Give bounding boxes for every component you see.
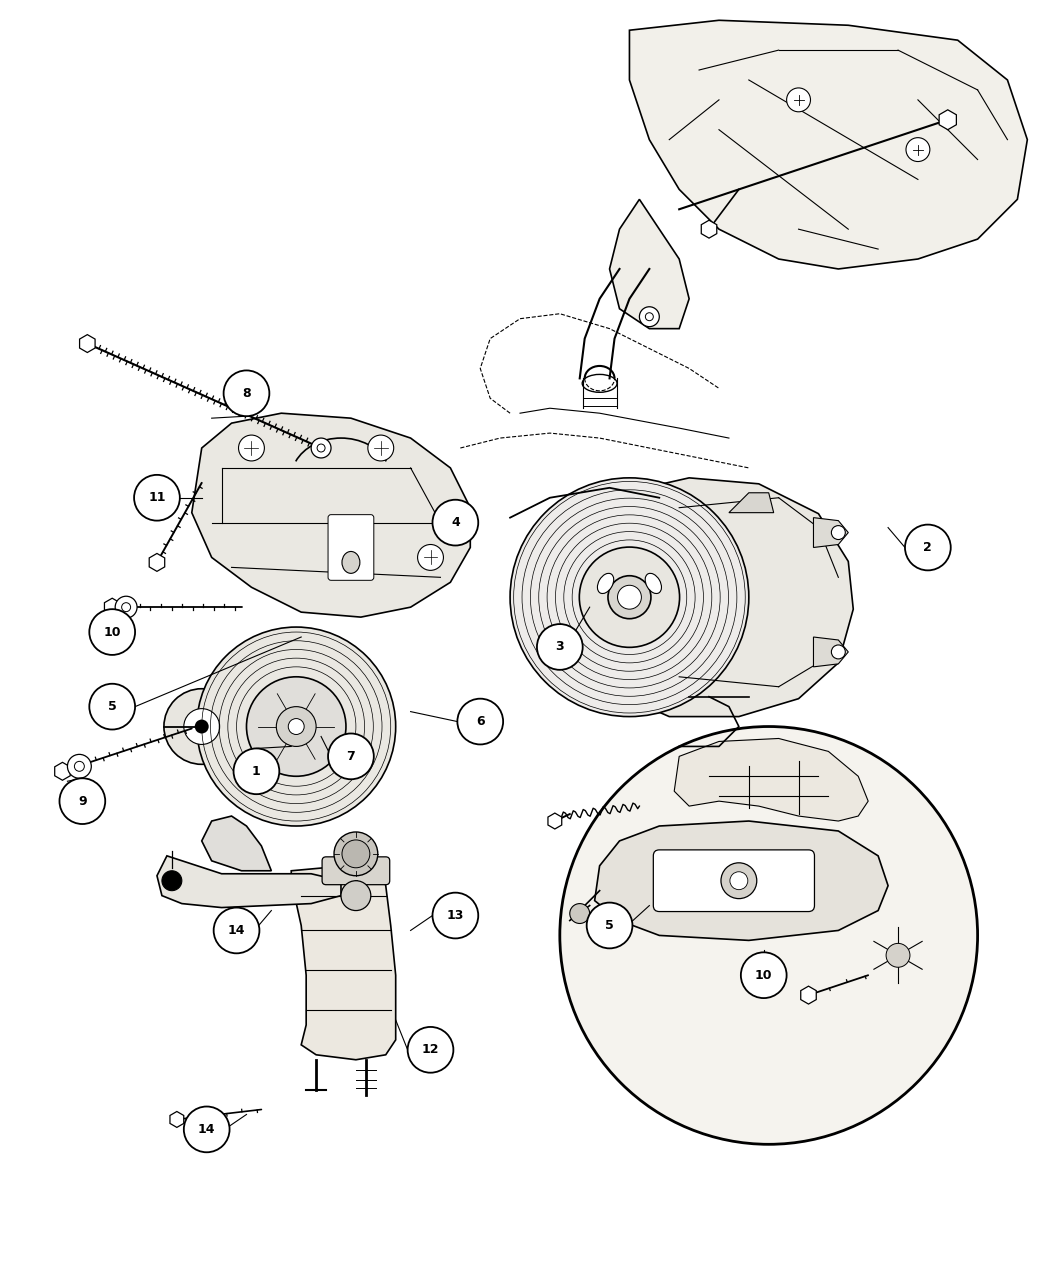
Circle shape: [214, 908, 260, 954]
Text: 14: 14: [198, 1122, 216, 1137]
Ellipse shape: [645, 573, 662, 594]
Text: 3: 3: [555, 641, 564, 654]
Circle shape: [831, 526, 846, 539]
Circle shape: [368, 435, 393, 461]
Text: 5: 5: [107, 700, 117, 713]
Circle shape: [234, 748, 280, 794]
Polygon shape: [729, 493, 773, 512]
FancyBboxPatch shape: [322, 857, 389, 885]
Circle shape: [162, 871, 182, 890]
Text: 8: 8: [242, 387, 250, 400]
Circle shape: [246, 677, 346, 776]
Polygon shape: [104, 598, 120, 616]
Polygon shape: [609, 199, 689, 328]
Text: 10: 10: [755, 969, 772, 982]
Polygon shape: [801, 986, 816, 1004]
Circle shape: [60, 778, 105, 824]
Text: 2: 2: [924, 541, 932, 554]
Polygon shape: [55, 762, 70, 780]
Polygon shape: [674, 738, 868, 821]
Circle shape: [164, 688, 240, 765]
Circle shape: [608, 576, 651, 618]
Circle shape: [432, 893, 479, 939]
Circle shape: [341, 881, 370, 911]
Circle shape: [184, 709, 220, 744]
Text: 12: 12: [422, 1043, 440, 1056]
Text: 13: 13: [447, 909, 464, 922]
Text: 5: 5: [605, 919, 614, 932]
Circle shape: [730, 872, 748, 890]
Text: 9: 9: [78, 794, 86, 807]
Circle shape: [122, 603, 130, 612]
Circle shape: [75, 761, 84, 771]
Circle shape: [587, 903, 632, 949]
Circle shape: [741, 953, 787, 999]
Circle shape: [721, 863, 756, 899]
Circle shape: [560, 727, 977, 1144]
Polygon shape: [291, 866, 396, 1060]
Polygon shape: [202, 816, 271, 871]
Polygon shape: [548, 813, 562, 829]
Circle shape: [335, 833, 378, 876]
Circle shape: [570, 904, 590, 923]
Circle shape: [645, 313, 653, 321]
Circle shape: [831, 645, 846, 659]
Circle shape: [277, 706, 316, 747]
Circle shape: [115, 596, 137, 618]
Polygon shape: [157, 856, 341, 908]
Polygon shape: [191, 414, 470, 617]
Polygon shape: [609, 478, 853, 716]
Circle shape: [458, 699, 503, 744]
Polygon shape: [813, 517, 848, 548]
Circle shape: [418, 544, 444, 571]
Text: 4: 4: [451, 516, 460, 529]
Polygon shape: [80, 335, 95, 352]
Circle shape: [311, 438, 331, 458]
FancyBboxPatch shape: [653, 850, 814, 912]
Circle shape: [342, 840, 370, 868]
Polygon shape: [149, 553, 165, 571]
FancyBboxPatch shape: [328, 515, 373, 580]
Circle shape: [537, 624, 583, 670]
Circle shape: [905, 525, 951, 571]
Text: 10: 10: [103, 626, 121, 638]
Circle shape: [906, 138, 930, 161]
Circle shape: [67, 755, 92, 778]
Polygon shape: [939, 110, 956, 130]
Circle shape: [134, 475, 180, 521]
Polygon shape: [594, 821, 888, 940]
Circle shape: [618, 585, 642, 609]
Polygon shape: [702, 220, 716, 238]
Circle shape: [195, 719, 208, 733]
Text: 7: 7: [346, 750, 356, 762]
Circle shape: [580, 547, 680, 647]
Circle shape: [89, 683, 135, 729]
Circle shape: [197, 627, 396, 826]
Text: 6: 6: [476, 715, 485, 728]
Circle shape: [239, 435, 264, 461]
Polygon shape: [629, 20, 1028, 269]
Ellipse shape: [598, 573, 613, 594]
Circle shape: [224, 370, 269, 416]
Circle shape: [407, 1027, 453, 1073]
Text: 1: 1: [252, 765, 261, 778]
Text: 14: 14: [228, 925, 245, 937]
Circle shape: [787, 88, 810, 112]
Circle shape: [89, 609, 135, 655]
Polygon shape: [813, 637, 848, 667]
Circle shape: [510, 478, 749, 716]
Ellipse shape: [342, 552, 360, 573]
Circle shape: [886, 944, 910, 967]
Circle shape: [288, 719, 304, 734]
Circle shape: [317, 444, 325, 452]
Circle shape: [432, 499, 479, 545]
Circle shape: [328, 733, 373, 779]
Polygon shape: [170, 1111, 184, 1128]
Circle shape: [184, 1106, 229, 1152]
Text: 11: 11: [148, 492, 166, 504]
Circle shape: [640, 306, 660, 327]
